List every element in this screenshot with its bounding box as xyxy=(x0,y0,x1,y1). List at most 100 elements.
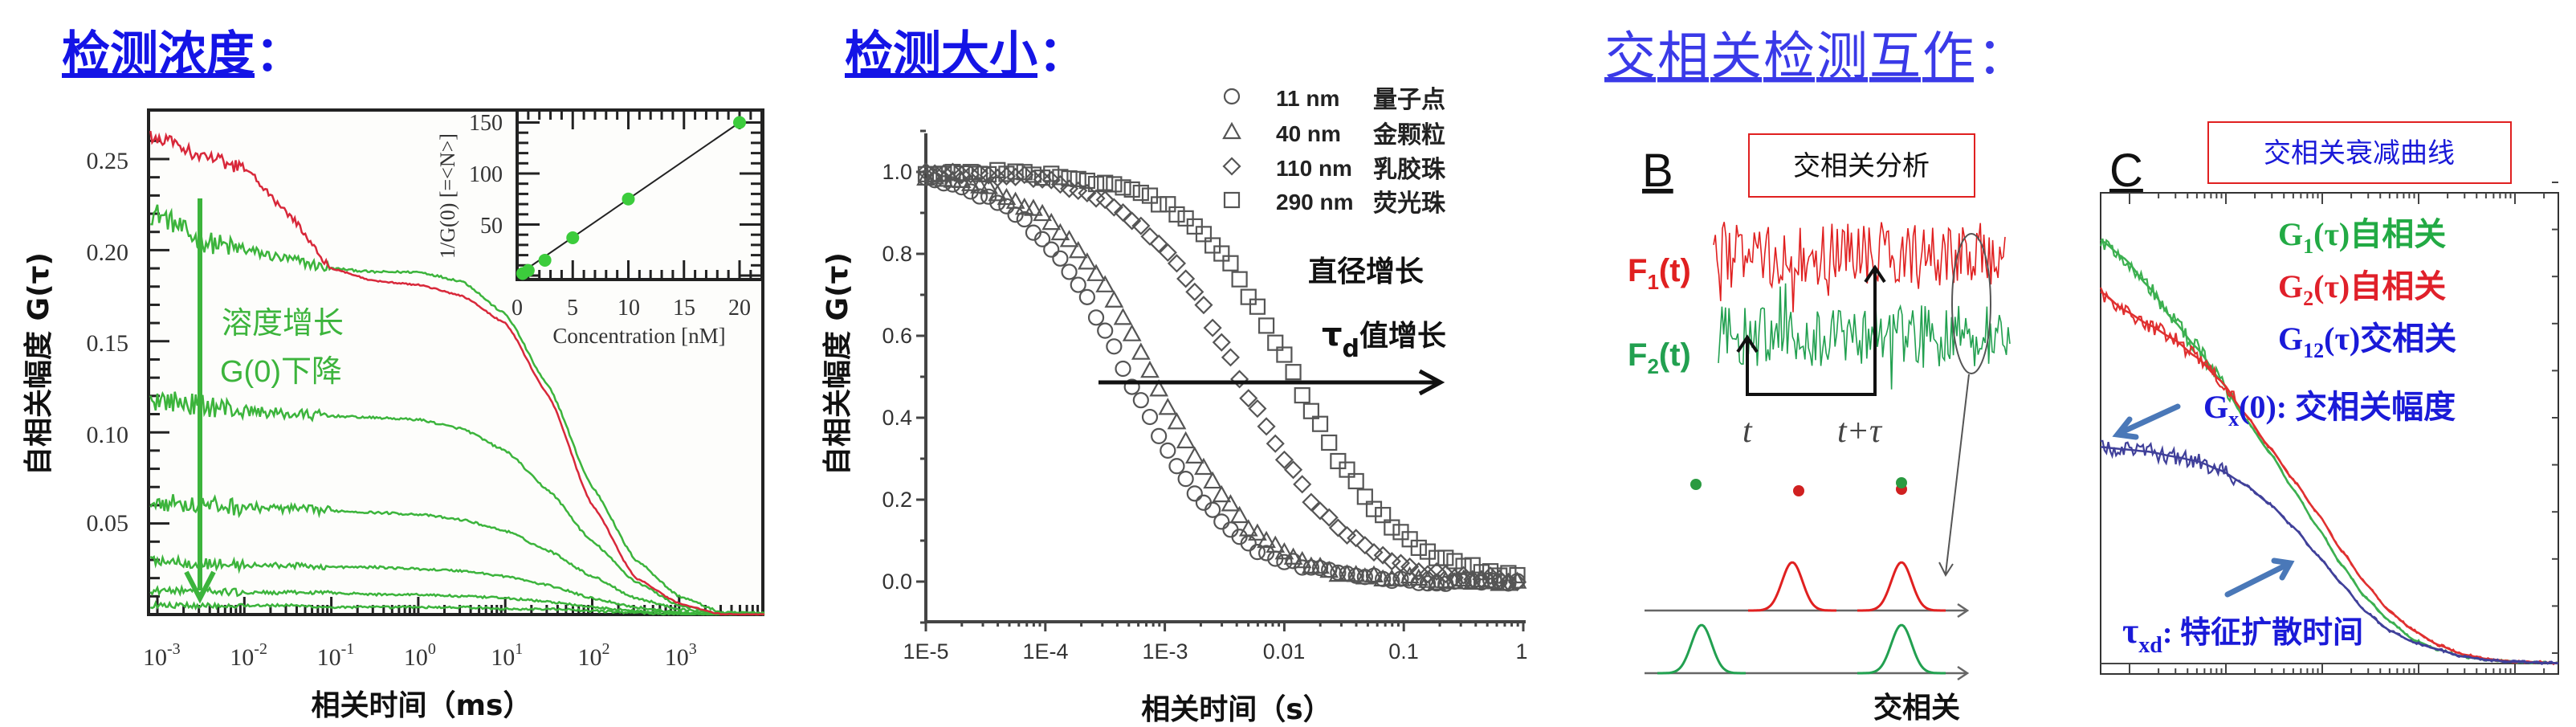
marker-diamond xyxy=(1239,389,1258,408)
marker-diamond xyxy=(1257,417,1276,436)
marker-circle xyxy=(1195,494,1213,511)
marker-square xyxy=(998,165,1015,182)
marker-diamond xyxy=(988,168,1007,187)
marker-square xyxy=(1429,549,1445,566)
marker-diamond xyxy=(1302,492,1321,512)
marker-diamond xyxy=(1436,565,1455,584)
marker-diamond xyxy=(1167,254,1187,273)
x-axis-label: 相关时间（ms） xyxy=(312,689,532,722)
legend-name: 乳胶珠 xyxy=(1373,156,1446,184)
x-tick-base: 10 xyxy=(230,644,254,671)
marker-square xyxy=(1106,176,1123,193)
legend-item: 11 nm 量子点 xyxy=(1223,86,1445,114)
marker-diamond xyxy=(1418,565,1437,584)
diffusion-time-arrow xyxy=(2224,558,2295,598)
marker-triangle xyxy=(1310,556,1330,574)
marker-diamond xyxy=(1149,234,1168,253)
marker-triangle xyxy=(1050,223,1070,241)
x-axis-label: 相关时间（s） xyxy=(1141,693,1331,726)
marker-circle xyxy=(998,198,1015,214)
curve-green-1 xyxy=(150,204,765,615)
cross-correlation-label: 交相关 xyxy=(1873,691,1960,725)
markers xyxy=(916,161,1527,592)
marker-square xyxy=(1356,488,1373,505)
amplitude-label: Gx(0): 交相关幅度 xyxy=(2203,389,2456,431)
marker-square xyxy=(1033,169,1051,186)
marker-square xyxy=(1016,164,1033,181)
marker-square xyxy=(1025,166,1042,183)
y-tick-label: 0.8 xyxy=(882,242,912,266)
marker-circle xyxy=(1276,553,1293,570)
legend-item: 40 nm 金颗粒 xyxy=(1222,121,1445,149)
curve-green-5 xyxy=(149,583,765,616)
marker-square xyxy=(1311,415,1329,432)
marker-square xyxy=(1087,175,1105,193)
x-tick-label: 1E-4 xyxy=(1022,639,1068,664)
legend-main: G xyxy=(2278,268,2303,304)
analysis-box xyxy=(1748,133,1975,198)
amp-rest: (0): 交相关幅度 xyxy=(2239,389,2456,425)
marker-triangle xyxy=(1041,212,1062,231)
marker-triangle xyxy=(1176,431,1196,449)
inset-x-axis-label: Concentration [nM] xyxy=(552,324,725,348)
marker-square xyxy=(1339,461,1355,478)
marker-triangle xyxy=(1292,550,1312,569)
legend-size: 11 nm xyxy=(1276,86,1339,111)
marker-triangle xyxy=(1337,564,1357,582)
f1-main: F xyxy=(1628,253,1647,288)
inset-point xyxy=(622,192,635,206)
marker-diamond xyxy=(1140,227,1160,246)
marker-square xyxy=(1375,507,1392,524)
marker-circle xyxy=(1132,392,1149,409)
annotation-diameter-up: 直径增长 xyxy=(1308,255,1424,288)
x-tick-label: 0.1 xyxy=(1388,639,1419,664)
marker-diamond xyxy=(1508,573,1527,592)
marker-circle xyxy=(989,194,1006,211)
marker-diamond xyxy=(1472,570,1491,589)
marker-triangle xyxy=(960,174,980,191)
x-tick-label: 100 xyxy=(404,640,436,671)
marker-triangle xyxy=(1203,471,1222,489)
marker-circle xyxy=(962,183,979,200)
green-peak xyxy=(1657,623,1746,675)
marker-square xyxy=(1213,245,1230,262)
legend-symbol-circle xyxy=(1223,88,1241,105)
legend-symbol-triangle xyxy=(1222,121,1241,140)
legend-rest: (τ)交相关 xyxy=(2324,321,2456,357)
green-peak xyxy=(1857,623,1946,675)
marker-diamond xyxy=(1041,170,1061,190)
marker-diamond xyxy=(1373,545,1392,565)
inset-frame xyxy=(516,108,764,281)
inset-point xyxy=(566,231,580,245)
legend-item: G12(τ)交相关 xyxy=(2278,321,2456,362)
marker-triangle xyxy=(1131,342,1151,360)
marker-circle xyxy=(1204,501,1221,518)
marker-square xyxy=(1267,334,1284,351)
y-axis-label: 自相关幅度 G(τ) xyxy=(821,252,854,476)
red-peak xyxy=(1748,561,1836,612)
marker-triangle xyxy=(1229,505,1249,524)
marker-diamond xyxy=(1006,167,1025,186)
marker-circle xyxy=(1087,309,1105,326)
amp-sub: x xyxy=(2228,407,2239,431)
x-tick-base: 10 xyxy=(491,644,515,671)
marker-circle xyxy=(1311,559,1329,577)
marker-triangle xyxy=(1113,308,1133,325)
tau-symbol: τ xyxy=(1322,317,1343,353)
marker-triangle xyxy=(1140,360,1160,378)
inset-y-tick-label: 150 xyxy=(469,111,503,136)
marker-triangle xyxy=(1068,240,1088,259)
marker-diamond xyxy=(1274,450,1294,469)
marker-square xyxy=(1446,553,1463,570)
x-tick-exponent: 3 xyxy=(689,640,697,658)
f1-label: F1(t) xyxy=(1628,253,1691,294)
lower-axis-arrowhead xyxy=(1957,665,1970,681)
marker-triangle xyxy=(1059,230,1079,247)
marker-diamond xyxy=(1328,518,1347,537)
marker-triangle xyxy=(1346,565,1366,582)
marker-square xyxy=(1115,179,1131,196)
fit-G12(τ)交相关 xyxy=(2100,446,2559,664)
marker-triangle xyxy=(1078,252,1097,270)
marker-diamond xyxy=(1284,460,1303,480)
